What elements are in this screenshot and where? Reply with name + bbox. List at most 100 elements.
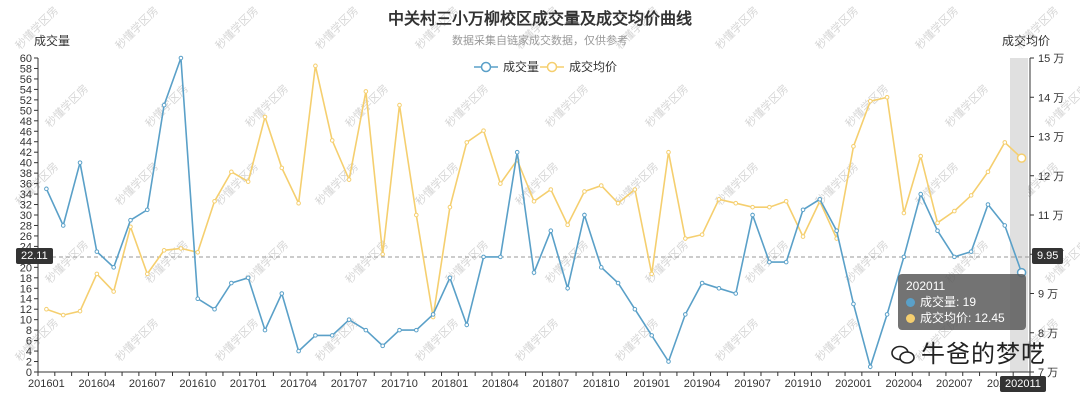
volume-series-point[interactable] bbox=[935, 228, 940, 233]
volume-series-point[interactable] bbox=[716, 285, 722, 291]
volume-series-point[interactable] bbox=[952, 254, 957, 260]
volume-series-point[interactable] bbox=[363, 327, 369, 333]
volume-series-point[interactable] bbox=[346, 317, 352, 322]
volume-series-point[interactable] bbox=[851, 301, 856, 307]
volume-series-point[interactable] bbox=[615, 280, 621, 286]
volume-series-point[interactable] bbox=[968, 249, 974, 254]
price-series-point[interactable] bbox=[733, 200, 739, 206]
price-series-point[interactable] bbox=[1002, 140, 1008, 145]
volume-series-point[interactable] bbox=[699, 280, 705, 286]
volume-series-point[interactable] bbox=[229, 280, 234, 286]
volume-series-point[interactable] bbox=[111, 265, 116, 270]
price-series-point[interactable] bbox=[649, 271, 654, 277]
volume-series-point[interactable] bbox=[380, 343, 385, 349]
price-series-point[interactable] bbox=[447, 204, 453, 210]
volume-series-point[interactable] bbox=[128, 217, 133, 223]
volume-series-point[interactable] bbox=[834, 228, 839, 233]
price-series-point[interactable] bbox=[582, 189, 587, 194]
volume-series-point[interactable] bbox=[60, 223, 66, 228]
price-series-point[interactable] bbox=[245, 179, 251, 184]
volume-series-point[interactable] bbox=[901, 254, 907, 260]
price-series-point[interactable] bbox=[380, 251, 385, 257]
price-series-point[interactable] bbox=[952, 208, 957, 214]
volume-series-point[interactable] bbox=[245, 275, 251, 281]
volume-series-point[interactable] bbox=[514, 149, 520, 155]
volume-series-point[interactable] bbox=[649, 333, 654, 338]
price-series-point[interactable] bbox=[598, 183, 604, 188]
price-series-point[interactable] bbox=[60, 312, 66, 318]
price-series-point[interactable] bbox=[935, 220, 940, 226]
legend-item-price[interactable]: 成交均价 bbox=[540, 59, 617, 74]
price-series-point[interactable] bbox=[548, 187, 554, 192]
volume-series-point[interactable] bbox=[783, 259, 789, 265]
price-series-point[interactable] bbox=[313, 63, 318, 69]
volume-series-point[interactable] bbox=[94, 249, 100, 254]
price-series-point[interactable] bbox=[531, 198, 537, 204]
volume-series-point[interactable] bbox=[161, 102, 167, 108]
volume-series-point[interactable] bbox=[464, 322, 470, 328]
volume-series-point[interactable] bbox=[498, 254, 503, 260]
legend[interactable]: 成交量 成交均价 bbox=[474, 59, 617, 74]
price-series-point[interactable] bbox=[279, 165, 285, 171]
volume-series-point[interactable] bbox=[447, 275, 453, 281]
volume-series-point[interactable] bbox=[313, 333, 318, 338]
price-series-point[interactable] bbox=[767, 204, 772, 210]
legend-item-volume[interactable]: 成交量 bbox=[474, 59, 539, 74]
price-series-point[interactable] bbox=[699, 232, 705, 237]
volume-series-point[interactable] bbox=[548, 228, 554, 233]
price-series-point[interactable] bbox=[329, 138, 335, 143]
volume-series-point[interactable] bbox=[481, 254, 486, 260]
volume-series-point[interactable] bbox=[733, 291, 739, 296]
price-series-point[interactable] bbox=[262, 114, 268, 120]
price-series-point[interactable] bbox=[565, 222, 570, 228]
price-series-point[interactable] bbox=[414, 212, 419, 218]
volume-series-point[interactable] bbox=[817, 197, 823, 202]
price-series-point[interactable] bbox=[363, 89, 369, 94]
volume-series-point[interactable] bbox=[144, 207, 150, 213]
price-series-point[interactable] bbox=[1016, 153, 1027, 163]
price-series-point[interactable] bbox=[632, 187, 638, 192]
price-series-point[interactable] bbox=[615, 200, 621, 206]
price-series-point[interactable] bbox=[851, 144, 856, 149]
price-series-point[interactable] bbox=[867, 98, 873, 104]
series-layer[interactable] bbox=[44, 55, 1027, 370]
volume-series-point[interactable] bbox=[178, 55, 184, 61]
price-series-point[interactable] bbox=[918, 153, 924, 159]
price-series-point[interactable] bbox=[111, 289, 116, 294]
volume-series-point[interactable] bbox=[800, 207, 806, 213]
price-series-point[interactable] bbox=[77, 308, 83, 314]
volume-series-point[interactable] bbox=[329, 333, 335, 338]
price-series-point[interactable] bbox=[464, 140, 470, 145]
volume-series-point[interactable] bbox=[598, 265, 604, 270]
price-series-point[interactable] bbox=[968, 193, 974, 198]
volume-series-point[interactable] bbox=[262, 327, 268, 333]
volume-series-point[interactable] bbox=[582, 212, 587, 218]
price-series-point[interactable] bbox=[498, 181, 503, 186]
volume-series-point[interactable] bbox=[77, 160, 83, 165]
price-series-point[interactable] bbox=[397, 102, 402, 108]
price-series-point[interactable] bbox=[178, 246, 184, 251]
price-series-point[interactable] bbox=[296, 200, 301, 206]
price-series-point[interactable] bbox=[44, 306, 49, 312]
price-series-point[interactable] bbox=[144, 271, 150, 277]
volume-series-point[interactable] bbox=[666, 359, 671, 364]
volume-series-point[interactable] bbox=[767, 259, 772, 265]
volume-series-point[interactable] bbox=[430, 312, 436, 317]
volume-series-point[interactable] bbox=[397, 327, 402, 333]
volume-series-point[interactable] bbox=[279, 291, 285, 296]
price-series-point[interactable] bbox=[229, 169, 234, 175]
volume-series-point[interactable] bbox=[414, 327, 419, 333]
price-series-point[interactable] bbox=[94, 271, 100, 277]
price-series-point[interactable] bbox=[985, 169, 991, 175]
price-series-point[interactable] bbox=[800, 234, 806, 239]
price-series-point[interactable] bbox=[783, 198, 789, 204]
volume-series-point[interactable] bbox=[867, 364, 873, 370]
volume-series-point[interactable] bbox=[296, 348, 301, 354]
price-series-point[interactable] bbox=[666, 149, 671, 155]
price-series-point[interactable] bbox=[750, 204, 755, 210]
price-series-point[interactable] bbox=[481, 128, 486, 133]
price-series-point[interactable] bbox=[212, 198, 217, 204]
volume-series-point[interactable] bbox=[195, 296, 201, 302]
volume-series-point[interactable] bbox=[44, 186, 49, 192]
volume-series-point[interactable] bbox=[750, 212, 755, 218]
